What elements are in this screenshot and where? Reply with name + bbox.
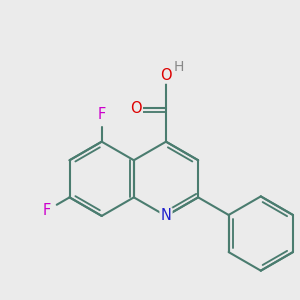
Text: H: H: [174, 60, 184, 74]
Text: N: N: [160, 208, 171, 224]
Text: O: O: [160, 68, 172, 82]
Text: O: O: [130, 101, 142, 116]
Text: F: F: [42, 203, 50, 218]
Text: F: F: [98, 107, 106, 122]
